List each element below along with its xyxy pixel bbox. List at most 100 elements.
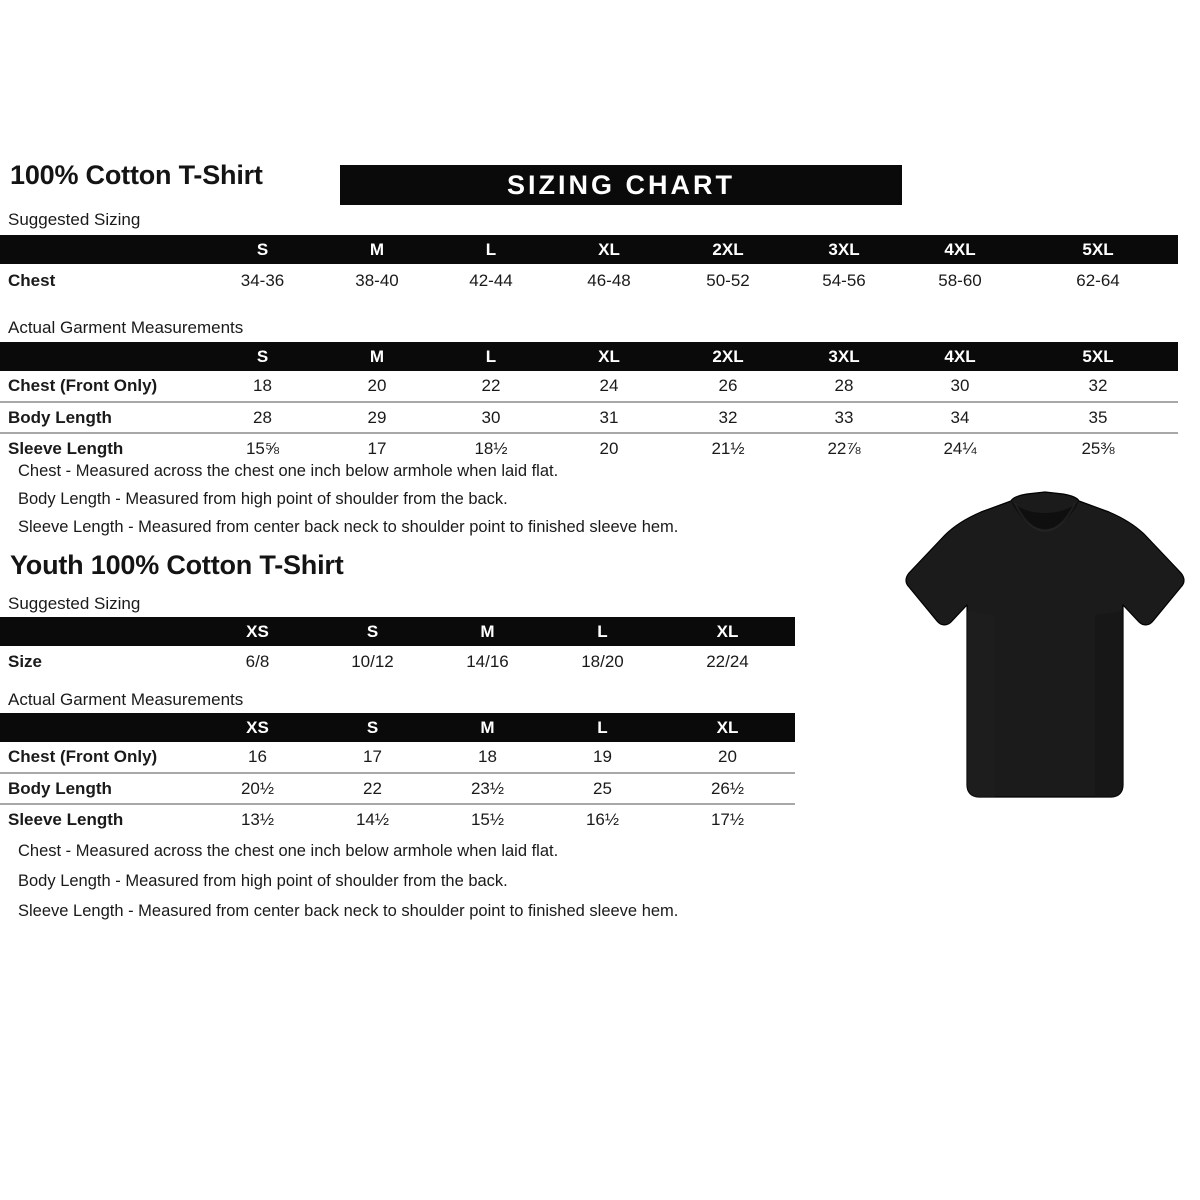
youth-suggested-sizing-label: Suggested Sizing: [8, 594, 141, 613]
column-header-s: S: [366, 621, 379, 641]
cell-sleevelength-m: 17: [367, 438, 387, 458]
cell-bodylength-3xl: 33: [834, 407, 854, 427]
column-header-label: [0, 342, 205, 371]
column-header-5xl: 5XL: [1082, 346, 1114, 366]
cell-chestfront-s: 18: [253, 376, 272, 395]
tshirt-icon: [905, 491, 1185, 798]
column-header-m: M: [369, 239, 385, 259]
cell-bodylength-xl: 31: [599, 407, 619, 427]
column-header-label: [0, 617, 200, 646]
cell-chestfront-l: 22: [481, 376, 501, 395]
adult-garment-measurements-label: Actual Garment Measurements: [8, 318, 244, 337]
row-label-body-length: Body Length: [8, 778, 112, 798]
cell-chest-5xl: 62-64: [1076, 270, 1120, 290]
youth-garment-measurements-table: XS S M L XL Chest (Front Only) 16 17 18 …: [0, 713, 795, 834]
cell-bodylength-xl: 26½: [710, 778, 745, 798]
table-row: Body Length 28 29 30 31 32 33 34 35: [0, 403, 1178, 432]
column-header-s: S: [256, 346, 269, 366]
note-body-length: Body Length - Measured from high point o…: [18, 872, 508, 890]
cell-sleevelength-l: 16½: [585, 809, 620, 829]
youth-suggested-sizing-table: XS S M L XL Size 6/8 10/12 14/16 18/20 2…: [0, 617, 795, 678]
column-header-l: L: [597, 621, 608, 641]
cell-size-s: 10/12: [351, 652, 394, 671]
cell-bodylength-s: 28: [253, 407, 272, 427]
column-header-xl: XL: [716, 621, 739, 641]
cell-bodylength-s: 22: [363, 778, 382, 798]
cell-chestfront-xs: 16: [248, 747, 267, 766]
table-header-row: S M L XL 2XL 3XL 4XL 5XL: [0, 235, 1178, 264]
adult-title-row: 100% Cotton T-Shirt: [0, 160, 1200, 204]
youth-section-heading: Youth 100% Cotton T-Shirt: [10, 550, 344, 580]
table-header-row: S M L XL 2XL 3XL 4XL 5XL: [0, 342, 1178, 371]
cell-chestfront-2xl: 26: [718, 376, 738, 395]
column-header-xl: XL: [716, 717, 739, 737]
column-header-l: L: [485, 239, 497, 259]
cell-size-xs: 6/8: [245, 652, 270, 671]
column-header-3xl: 3XL: [828, 346, 860, 366]
column-header-m: M: [480, 717, 495, 737]
cell-size-xl: 22/24: [706, 652, 749, 671]
cell-bodylength-m: 23½: [470, 778, 505, 798]
cell-bodylength-l: 25: [593, 778, 612, 798]
table-row: Size 6/8 10/12 14/16 18/20 22/24: [0, 646, 795, 678]
column-header-m: M: [369, 346, 385, 366]
cell-chestfront-5xl: 32: [1088, 376, 1108, 395]
note-body-length: Body Length - Measured from high point o…: [18, 490, 508, 508]
cell-chestfront-m: 20: [367, 376, 387, 395]
cell-bodylength-m: 29: [367, 407, 387, 427]
column-header-3xl: 3XL: [828, 239, 860, 259]
row-divider: [0, 772, 795, 774]
row-divider: [0, 803, 795, 805]
cell-chest-xl: 46-48: [587, 270, 631, 290]
column-header-xs: XS: [246, 717, 269, 737]
table-row: Sleeve Length 13½ 14½ 15½ 16½ 17½: [0, 805, 795, 834]
cell-bodylength-2xl: 32: [718, 407, 738, 427]
column-header-5xl: 5XL: [1082, 239, 1114, 259]
cell-chestfront-3xl: 28: [834, 376, 854, 395]
row-label-body-length: Body Length: [8, 407, 112, 427]
cell-bodylength-xs: 20½: [240, 778, 275, 798]
adult-garment-measurements-table: S M L XL 2XL 3XL 4XL 5XL Chest (Front On…: [0, 342, 1178, 463]
cell-chest-l: 42-44: [469, 270, 513, 290]
cell-size-l: 18/20: [581, 652, 624, 671]
row-label-sleeve-length: Sleeve Length: [8, 809, 124, 829]
column-header-s: S: [366, 717, 379, 737]
cell-size-m: 14/16: [466, 652, 509, 671]
column-header-2xl: 2XL: [712, 346, 744, 366]
cell-chestfront-s: 17: [363, 747, 382, 766]
column-header-l: L: [597, 717, 608, 737]
column-header-label: [0, 235, 205, 264]
adult-section-heading: 100% Cotton T-Shirt: [10, 160, 263, 190]
adult-suggested-sizing-table: S M L XL 2XL 3XL 4XL 5XL Chest 34-36 38-…: [0, 235, 1178, 297]
cell-chest-m: 38-40: [355, 270, 399, 290]
cell-bodylength-5xl: 35: [1088, 407, 1108, 427]
youth-measurement-notes: Chest - Measured across the chest one in…: [18, 842, 678, 921]
row-divider: [0, 401, 1178, 403]
column-header-4xl: 4XL: [944, 239, 976, 259]
cell-sleevelength-5xl: 25⅜: [1081, 438, 1115, 458]
note-sleeve-length: Sleeve Length - Measured from center bac…: [18, 518, 679, 536]
column-header-xs: XS: [246, 621, 269, 641]
cell-bodylength-4xl: 34: [950, 407, 970, 427]
column-header-l: L: [485, 346, 497, 366]
cell-chest-4xl: 58-60: [938, 270, 982, 290]
youth-garment-measurements-label: Actual Garment Measurements: [8, 690, 244, 709]
table-row: Chest (Front Only) 18 20 22 24 26 28 30 …: [0, 371, 1178, 401]
sizing-chart-banner-title: SIZING CHART: [507, 169, 735, 200]
cell-chest-s: 34-36: [240, 270, 285, 290]
table-row: Body Length 20½ 22 23½ 25 26½: [0, 774, 795, 803]
row-label-chest: Chest: [8, 270, 56, 290]
cell-sleevelength-s: 15⅝: [245, 438, 280, 458]
cell-chestfront-xl: 20: [718, 747, 737, 766]
row-label-size: Size: [8, 652, 43, 671]
column-header-4xl: 4XL: [944, 346, 976, 366]
cell-chest-2xl: 50-52: [706, 270, 750, 290]
sizing-chart-banner: SIZING CHART: [340, 165, 902, 205]
cell-sleevelength-2xl: 21½: [711, 438, 745, 458]
cell-chestfront-m: 18: [478, 747, 497, 766]
note-chest: Chest - Measured across the chest one in…: [18, 842, 559, 860]
row-divider: [0, 432, 1178, 434]
adult-suggested-sizing-label: Suggested Sizing: [8, 210, 141, 229]
column-header-2xl: 2XL: [712, 239, 744, 259]
cell-sleevelength-xl: 17½: [710, 809, 745, 829]
